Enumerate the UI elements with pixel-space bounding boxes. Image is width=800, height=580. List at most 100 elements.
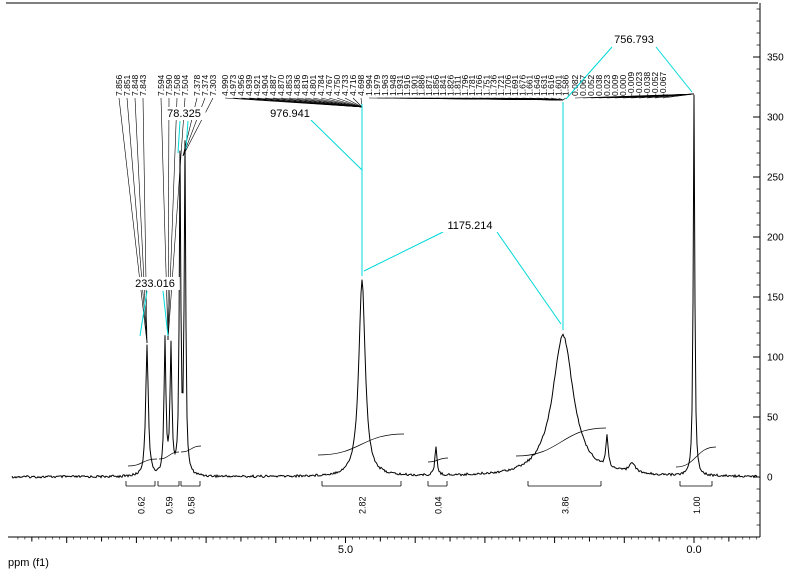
- peak-shift-label: 4.956: [236, 74, 246, 96]
- peak-shift-label: 4.939: [244, 74, 254, 96]
- y-axis-tick-label: 100: [767, 353, 784, 364]
- peak-pick-line: [551, 97, 564, 101]
- peak-shift-label: 1.948: [388, 74, 398, 96]
- peak-shift-label: 1.661: [525, 74, 535, 96]
- peak-shift-label: -0.038: [642, 72, 652, 96]
- area-annotation-line: [655, 46, 693, 93]
- peak-shift-label: 4.733: [340, 74, 350, 96]
- peak-shift-label: 0.052: [586, 74, 596, 96]
- peak-pick-line: [142, 97, 148, 344]
- peak-area-label: 1175.214: [447, 220, 492, 232]
- peak-pick-line: [558, 97, 564, 101]
- peak-shift-label: 1.811: [453, 75, 463, 96]
- peak-shift-label: 0.000: [618, 74, 628, 96]
- peak-shift-label: 4.698: [356, 74, 366, 96]
- peak-shift-label: 4.904: [260, 74, 270, 96]
- integral-trace: [127, 458, 158, 467]
- peak-shift-label: 0.009: [610, 74, 620, 96]
- integral-value-label: 1.00: [692, 496, 702, 514]
- peak-shift-label: 1.706: [503, 74, 513, 96]
- integral-value-label: 0.58: [187, 496, 197, 514]
- peak-shift-label: 4.716: [348, 74, 358, 96]
- area-label-box: [442, 219, 498, 232]
- y-axis-tick-label: 350: [767, 53, 784, 64]
- peak-pick-line: [160, 97, 169, 341]
- spectrum-trace: [11, 94, 758, 479]
- area-annotation-line: [496, 231, 562, 325]
- peak-shift-label: 1.963: [380, 74, 390, 96]
- peak-shift-label: 0.038: [594, 74, 604, 96]
- peak-shift-label: 4.870: [276, 74, 286, 96]
- x-axis-unit-label: ppm (f1): [8, 557, 49, 569]
- peak-shift-label: 4.887: [268, 74, 278, 96]
- peak-shift-label: 7.594: [156, 74, 166, 96]
- peak-shift-label: 1.916: [402, 74, 412, 96]
- area-annotation-line: [177, 120, 181, 154]
- peak-shift-label: 1.826: [445, 74, 455, 96]
- integral-value-label: 0.04: [434, 496, 444, 514]
- area-label-box: [609, 33, 659, 46]
- y-axis-tick-label: 0: [767, 473, 773, 484]
- peak-shift-label: 4.990: [220, 74, 230, 96]
- integral-trace: [427, 457, 449, 463]
- peak-shift-label: 7.504: [180, 74, 190, 96]
- peak-shift-label: 1.931: [395, 74, 405, 96]
- peak-shift-label: 7.851: [122, 74, 132, 96]
- peak-shift-label: 1.901: [409, 74, 419, 96]
- peak-shift-label: 1.979: [372, 74, 382, 96]
- peak-shift-label: 7.374: [200, 74, 210, 96]
- area-annotation-line: [185, 120, 189, 150]
- integral-trace: [675, 446, 717, 468]
- area-label-box: [265, 107, 315, 120]
- y-axis-tick-label: 300: [767, 113, 784, 124]
- peak-shift-label: -0.009: [626, 72, 636, 96]
- peak-shift-label: 7.508: [172, 74, 182, 96]
- y-axis-tick-label: 250: [767, 173, 784, 184]
- peak-shift-label: 1.691: [510, 74, 520, 96]
- peak-pick-line: [118, 97, 148, 344]
- peak-area-label: 976.941: [270, 108, 310, 120]
- y-axis-tick-label: 50: [767, 413, 779, 424]
- integral-trace: [158, 451, 180, 460]
- peak-pick-line: [562, 97, 566, 101]
- integral-trace: [515, 427, 607, 457]
- peak-shift-label: 1.781: [467, 74, 477, 96]
- peak-pick-line: [662, 93, 695, 99]
- integral-value-label: 2.82: [358, 496, 368, 514]
- peak-shift-label: 1.586: [561, 74, 571, 96]
- peak-shift-label: -0.067: [658, 72, 668, 96]
- peak-pick-line: [167, 97, 178, 341]
- peak-shift-label: 1.994: [364, 74, 374, 96]
- integral-value-label: 0.62: [137, 496, 147, 514]
- peak-shift-label: 1.856: [431, 74, 441, 96]
- integral-trace: [180, 445, 202, 453]
- integral-value-label: 0.59: [165, 496, 175, 514]
- integral-value-label: 3.86: [561, 496, 571, 514]
- peak-shift-label: 1.751: [481, 74, 491, 96]
- peak-shift-label: 4.801: [308, 74, 318, 96]
- area-label-box: [130, 277, 180, 290]
- area-annotation-line: [363, 231, 444, 272]
- peak-shift-label: -0.052: [650, 72, 660, 96]
- peak-shift-label: 1.766: [474, 74, 484, 96]
- peak-pick-line: [182, 97, 214, 157]
- peak-shift-label: 1.796: [460, 74, 470, 96]
- peak-pick-line: [167, 97, 186, 341]
- y-axis-tick-label: 200: [767, 233, 784, 244]
- peak-pick-line: [167, 97, 170, 341]
- peak-area-label: 756.793: [614, 34, 654, 46]
- peak-pick-line: [320, 97, 363, 108]
- peak-shift-label: 0.067: [578, 74, 588, 96]
- peak-pick-line: [328, 97, 363, 108]
- peak-shift-label: 4.750: [332, 74, 342, 96]
- peak-shift-label: 7.590: [164, 74, 174, 96]
- area-annotation-line: [565, 46, 613, 100]
- peak-shift-label: 1.721: [496, 74, 506, 96]
- peak-shift-label: 7.856: [114, 74, 124, 96]
- peak-shift-label: 1.886: [417, 74, 427, 96]
- peak-shift-label: 7.848: [130, 74, 140, 96]
- peak-pick-line: [344, 97, 363, 108]
- peak-shift-label: 4.973: [228, 74, 238, 96]
